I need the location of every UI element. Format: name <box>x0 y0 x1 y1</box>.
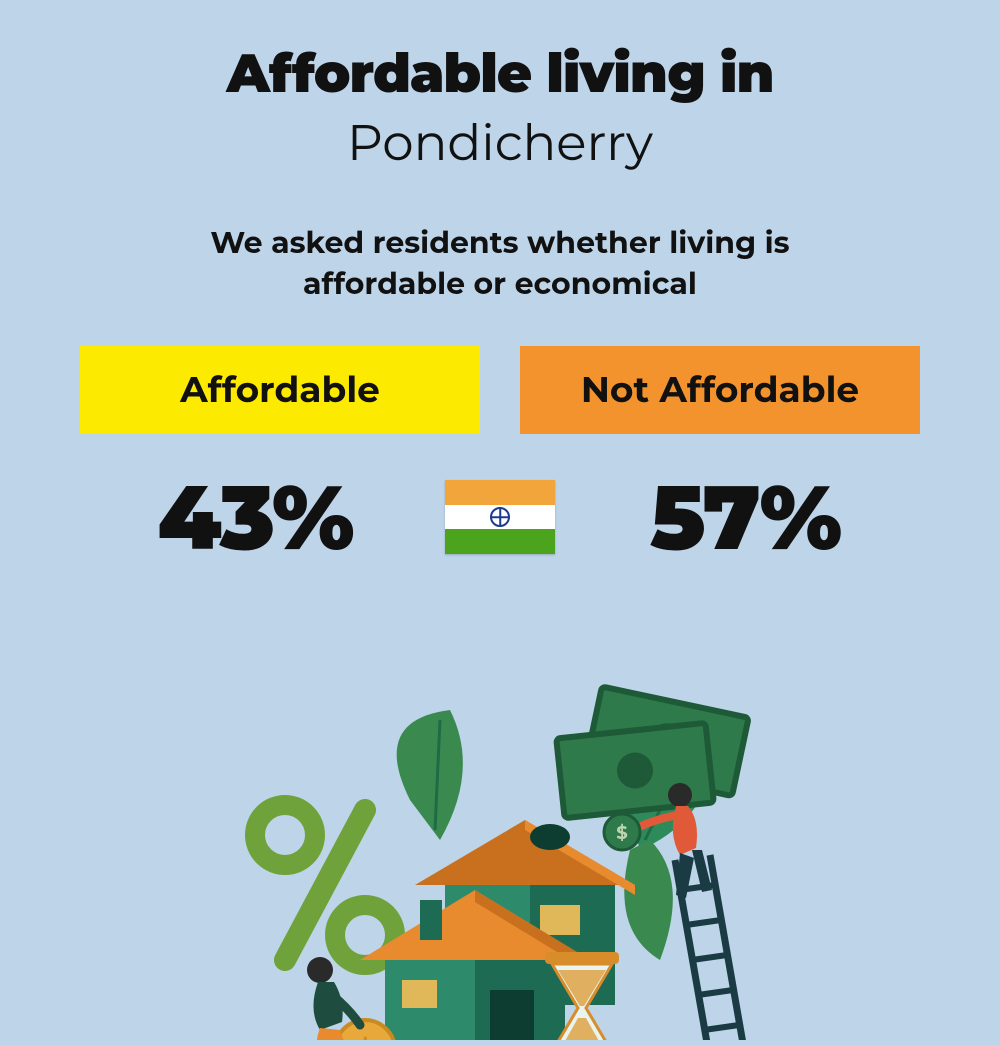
subtitle: We asked residents whether living is aff… <box>140 223 860 304</box>
svg-text:$: $ <box>356 1034 374 1040</box>
percent-icon <box>255 805 395 965</box>
badge-affordable: Affordable <box>80 346 480 434</box>
badge-not-affordable-label: Not Affordable <box>581 368 859 412</box>
illustration-svg: $ $ <box>190 660 810 1040</box>
percent-affordable: 43% <box>85 462 425 572</box>
flag-chakra-icon <box>490 507 510 527</box>
title-city: Pondicherry <box>60 112 940 173</box>
badge-not-affordable: Not Affordable <box>520 346 920 434</box>
percent-row: 43% 57% <box>60 462 940 572</box>
badge-row: Affordable Not Affordable <box>60 346 940 434</box>
title-prefix: Affordable living in <box>60 40 940 106</box>
india-flag-icon <box>445 480 555 554</box>
flag-stripe-top <box>445 480 555 505</box>
flag-stripe-mid <box>445 505 555 530</box>
illustration: $ $ <box>190 660 810 1040</box>
infographic-root: Affordable living in Pondicherry We aske… <box>0 0 1000 572</box>
flag-stripe-bottom <box>445 529 555 554</box>
svg-text:$: $ <box>616 822 627 844</box>
cash-icon <box>556 723 714 818</box>
percent-not-affordable: 57% <box>575 462 915 572</box>
leaf-icon <box>397 710 463 840</box>
badge-affordable-label: Affordable <box>180 368 380 412</box>
